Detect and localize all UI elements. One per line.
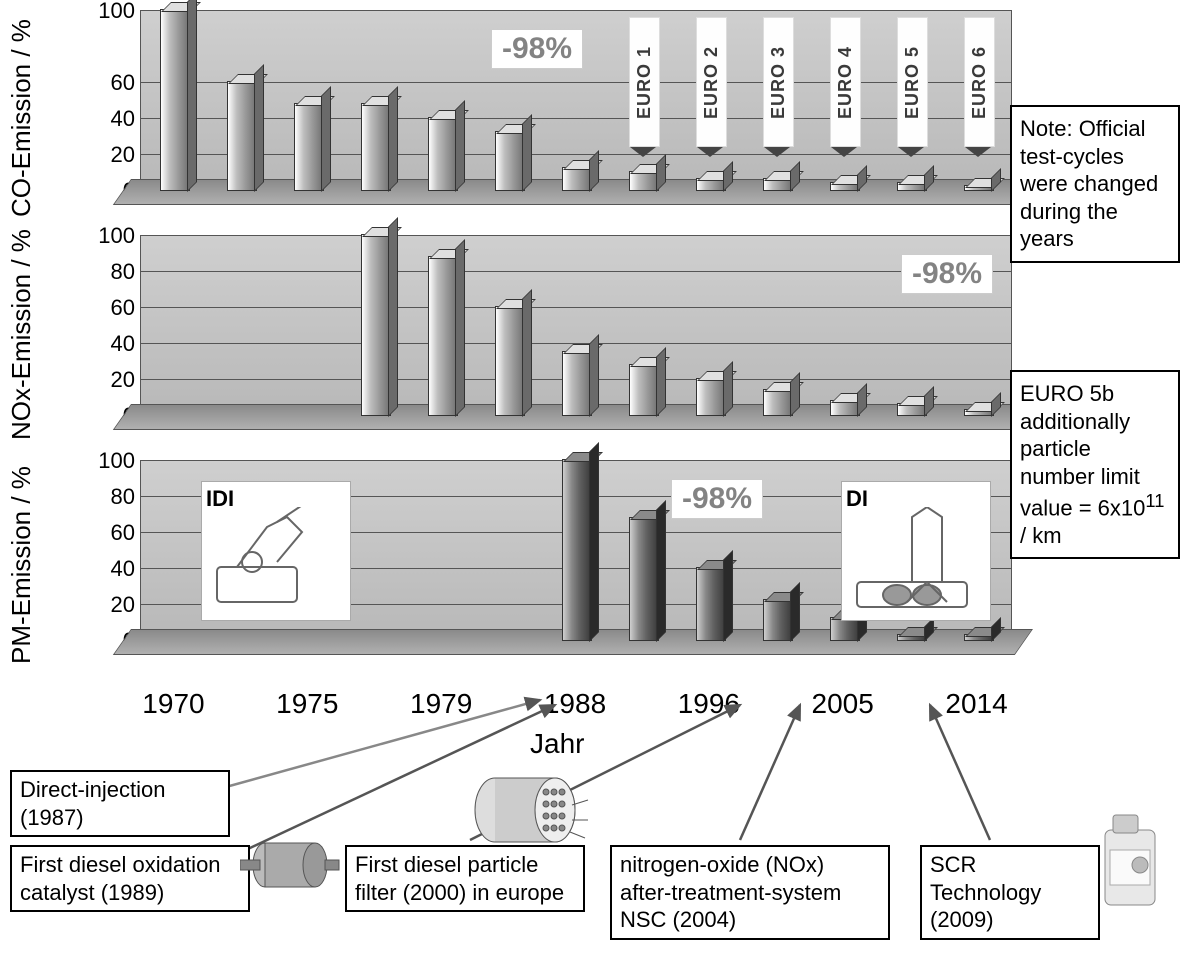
bar xyxy=(428,117,458,191)
bar xyxy=(160,9,190,191)
euro-label: EURO 6 xyxy=(964,17,995,147)
euro-label: EURO 4 xyxy=(830,17,861,147)
bar xyxy=(897,403,927,416)
reduction-label: -98% xyxy=(671,479,763,519)
chart-area: 0204060100-98%EURO 1EURO 2EURO 3EURO 4EU… xyxy=(100,0,1000,720)
xtick: 1970 xyxy=(142,688,204,720)
bar xyxy=(696,567,726,641)
xtick: 1979 xyxy=(410,688,472,720)
bar xyxy=(897,634,927,641)
bar xyxy=(361,103,391,191)
ytick: 100 xyxy=(98,448,141,474)
note-testcycles: Note: Official test-cycles were changed … xyxy=(1010,105,1180,263)
ytick: 40 xyxy=(111,106,141,132)
bar xyxy=(294,103,324,191)
panel-co: 0204060100-98%EURO 1EURO 2EURO 3EURO 4EU… xyxy=(100,0,1030,210)
ytick: 40 xyxy=(111,556,141,582)
inset-idi: IDI xyxy=(201,481,351,621)
callout-scr: SCR Technology (2009) xyxy=(920,845,1100,940)
ytick: 100 xyxy=(98,0,141,24)
bar xyxy=(964,409,994,416)
x-axis: 1970 1975 1979 1988 1996 2005 2014 xyxy=(140,688,1010,728)
bar xyxy=(763,389,793,416)
note-euro5b: EURO 5b additionally particle number lim… xyxy=(1010,370,1180,559)
bar xyxy=(629,171,659,191)
euro-label: EURO 3 xyxy=(763,17,794,147)
reduction-label: -98% xyxy=(901,254,993,294)
bar xyxy=(763,599,793,641)
euro-label: EURO 1 xyxy=(629,17,660,147)
bar xyxy=(830,400,860,416)
bar xyxy=(696,178,726,191)
bar xyxy=(361,234,391,416)
yaxis-title-pm: PM-Emission / % xyxy=(6,465,37,665)
bar xyxy=(227,81,257,191)
inset-di: DI xyxy=(841,481,991,621)
callout-doc: First diesel oxidation catalyst (1989) xyxy=(10,845,250,912)
xtick: 2014 xyxy=(945,688,1007,720)
panel-nox: 020406080100-98% xyxy=(100,225,1030,435)
ytick: 40 xyxy=(111,331,141,357)
ytick: 20 xyxy=(111,142,141,168)
bar xyxy=(763,178,793,191)
callout-nsc: nitrogen-oxide (NOx) after-treatment-sys… xyxy=(610,845,890,940)
bar xyxy=(562,167,592,191)
xtick: 2005 xyxy=(812,688,874,720)
ytick: 20 xyxy=(111,367,141,393)
jug-icon xyxy=(1095,805,1165,920)
bar xyxy=(629,517,659,641)
ytick: 80 xyxy=(111,259,141,285)
bar xyxy=(830,182,860,191)
ytick: 60 xyxy=(111,70,141,96)
x-axis-title: Jahr xyxy=(530,728,584,760)
filter-icon xyxy=(460,770,590,855)
ytick: 60 xyxy=(111,295,141,321)
yaxis-title-nox: NOx-Emission / % xyxy=(6,240,37,440)
euro-label: EURO 5 xyxy=(897,17,928,147)
bar xyxy=(897,182,927,191)
catalyst-icon xyxy=(240,830,340,905)
euro-label: EURO 2 xyxy=(696,17,727,147)
xtick: 1996 xyxy=(678,688,740,720)
bar xyxy=(495,306,525,416)
bar xyxy=(562,351,592,416)
yaxis-title-co: CO-Emission / % xyxy=(6,18,37,218)
ytick: 60 xyxy=(111,520,141,546)
bar xyxy=(428,256,458,416)
bar xyxy=(562,459,592,641)
bar xyxy=(964,185,994,191)
ytick: 80 xyxy=(111,484,141,510)
bar xyxy=(495,131,525,191)
reduction-label: -98% xyxy=(491,29,583,69)
xtick: 1975 xyxy=(276,688,338,720)
bar xyxy=(696,378,726,416)
xtick: 1988 xyxy=(544,688,606,720)
ytick: 20 xyxy=(111,592,141,618)
ytick: 100 xyxy=(98,223,141,249)
bar xyxy=(964,634,994,641)
bar xyxy=(629,364,659,416)
callout-direct-inj: Direct-injection (1987) xyxy=(10,770,230,837)
panel-pm: 020406080100-98%IDIDI xyxy=(100,450,1030,660)
callout-dpf: First diesel particle filter (2000) in e… xyxy=(345,845,585,912)
